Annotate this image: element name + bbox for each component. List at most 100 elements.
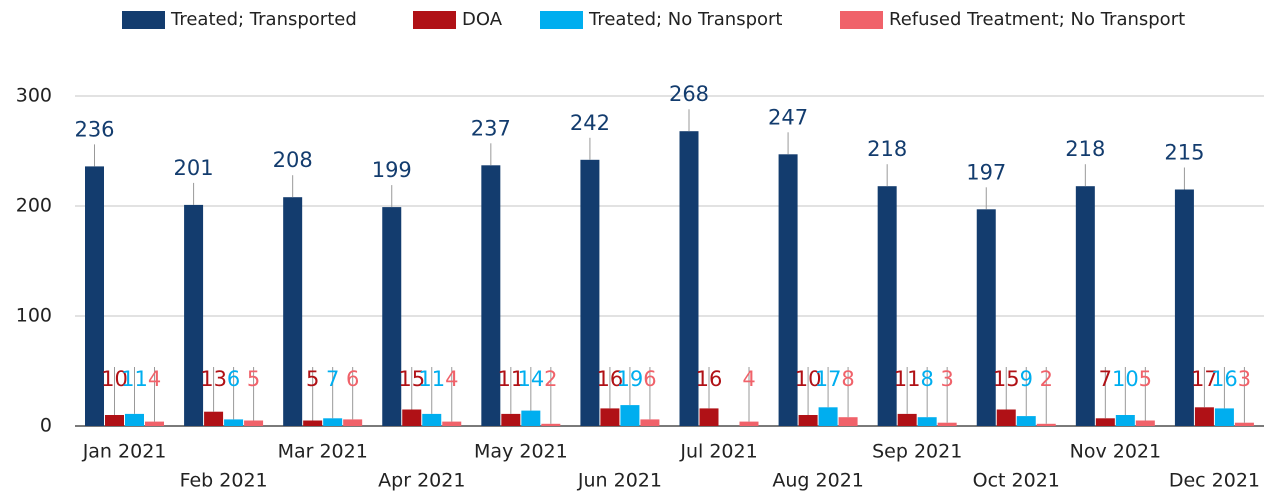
value-label: 13 xyxy=(200,367,227,391)
value-label: 4 xyxy=(445,367,458,391)
value-label: 11 xyxy=(497,367,524,391)
bar xyxy=(323,418,343,426)
bar xyxy=(1016,416,1036,426)
value-label: 3 xyxy=(1238,367,1251,391)
x-tick-label: Feb 2021 xyxy=(180,470,268,492)
legend-label: Treated; Transported xyxy=(170,9,357,30)
value-label: 4 xyxy=(742,367,755,391)
value-label: 218 xyxy=(1065,137,1105,161)
value-label: 6 xyxy=(346,367,359,391)
value-label: 17 xyxy=(1191,367,1218,391)
bar xyxy=(600,408,620,426)
x-tick-label: Sep 2021 xyxy=(872,441,962,463)
x-tick-label: Mar 2021 xyxy=(278,441,368,463)
x-tick-label: Oct 2021 xyxy=(973,470,1060,492)
x-tick-label: Dec 2021 xyxy=(1169,470,1260,492)
value-label: 16 xyxy=(1211,367,1238,391)
x-tick-label: May 2021 xyxy=(474,441,568,463)
y-tick-label: 0 xyxy=(40,415,52,437)
value-label: 19 xyxy=(617,367,644,391)
value-label: 3 xyxy=(940,367,953,391)
value-label: 7 xyxy=(1099,367,1112,391)
x-tick-label: Jan 2021 xyxy=(82,441,167,463)
bar xyxy=(402,409,422,426)
value-label: 6 xyxy=(643,367,656,391)
y-tick-label: 300 xyxy=(16,85,52,107)
value-label: 2 xyxy=(544,367,557,391)
legend-swatch xyxy=(122,11,165,29)
bar xyxy=(244,420,264,426)
bar xyxy=(1036,423,1056,426)
value-label: 268 xyxy=(669,82,709,106)
bar xyxy=(976,209,996,426)
bar xyxy=(145,421,164,426)
bar xyxy=(838,417,858,426)
bar xyxy=(996,409,1016,426)
value-label: 11 xyxy=(418,367,445,391)
x-tick-label: Aug 2021 xyxy=(772,470,864,492)
y-tick-label: 200 xyxy=(16,195,52,217)
bar xyxy=(1075,186,1095,426)
bar xyxy=(382,207,402,426)
value-label: 16 xyxy=(597,367,624,391)
value-label: 208 xyxy=(273,148,313,172)
bar xyxy=(204,411,224,426)
y-tick-label: 100 xyxy=(16,305,52,327)
legend-swatch xyxy=(840,11,883,29)
x-tick-label: Jul 2021 xyxy=(679,441,757,463)
bar xyxy=(620,405,640,426)
x-tick-label: Jun 2021 xyxy=(577,470,662,492)
value-label: 236 xyxy=(74,117,114,141)
value-label: 199 xyxy=(372,158,412,182)
value-label: 14 xyxy=(517,367,544,391)
value-label: 15 xyxy=(993,367,1020,391)
bar xyxy=(798,415,818,426)
value-label: 197 xyxy=(966,160,1006,184)
bar xyxy=(699,408,719,426)
value-label: 5 xyxy=(1139,367,1152,391)
value-label: 11 xyxy=(121,367,148,391)
value-label: 4 xyxy=(148,367,161,391)
value-label: 218 xyxy=(867,137,907,161)
legend-label: Treated; No Transport xyxy=(588,9,782,30)
legend-swatch xyxy=(413,11,456,29)
bar xyxy=(897,413,917,426)
value-label: 5 xyxy=(306,367,319,391)
bar xyxy=(303,420,323,426)
value-label: 215 xyxy=(1164,141,1204,165)
x-tick-label: Apr 2021 xyxy=(378,470,465,492)
bar xyxy=(1095,418,1115,426)
bar xyxy=(541,423,561,426)
value-label: 5 xyxy=(247,367,260,391)
value-label: 8 xyxy=(841,367,854,391)
bar xyxy=(1194,407,1214,426)
bar xyxy=(739,421,759,426)
legend-label: DOA xyxy=(462,9,503,30)
bar xyxy=(481,165,501,427)
bar xyxy=(105,415,124,426)
value-label: 8 xyxy=(920,367,933,391)
value-label: 10 xyxy=(795,367,822,391)
bar xyxy=(184,204,204,426)
value-label: 9 xyxy=(1020,367,1033,391)
value-label: 201 xyxy=(174,156,214,180)
bar xyxy=(580,159,600,427)
bar xyxy=(640,419,660,426)
value-label: 17 xyxy=(815,367,842,391)
value-label: 242 xyxy=(570,111,610,135)
value-label: 10 xyxy=(1112,367,1139,391)
bar xyxy=(1115,415,1135,426)
bar xyxy=(422,413,442,426)
bar xyxy=(343,419,363,426)
value-label: 6 xyxy=(227,367,240,391)
bar xyxy=(1135,420,1155,426)
value-label: 10 xyxy=(101,367,128,391)
value-label: 237 xyxy=(471,116,511,140)
bar xyxy=(501,413,521,426)
value-label: 7 xyxy=(326,367,339,391)
bar xyxy=(1174,189,1194,426)
value-label: 247 xyxy=(768,105,808,129)
bar xyxy=(1234,422,1254,426)
bar xyxy=(1214,408,1234,426)
